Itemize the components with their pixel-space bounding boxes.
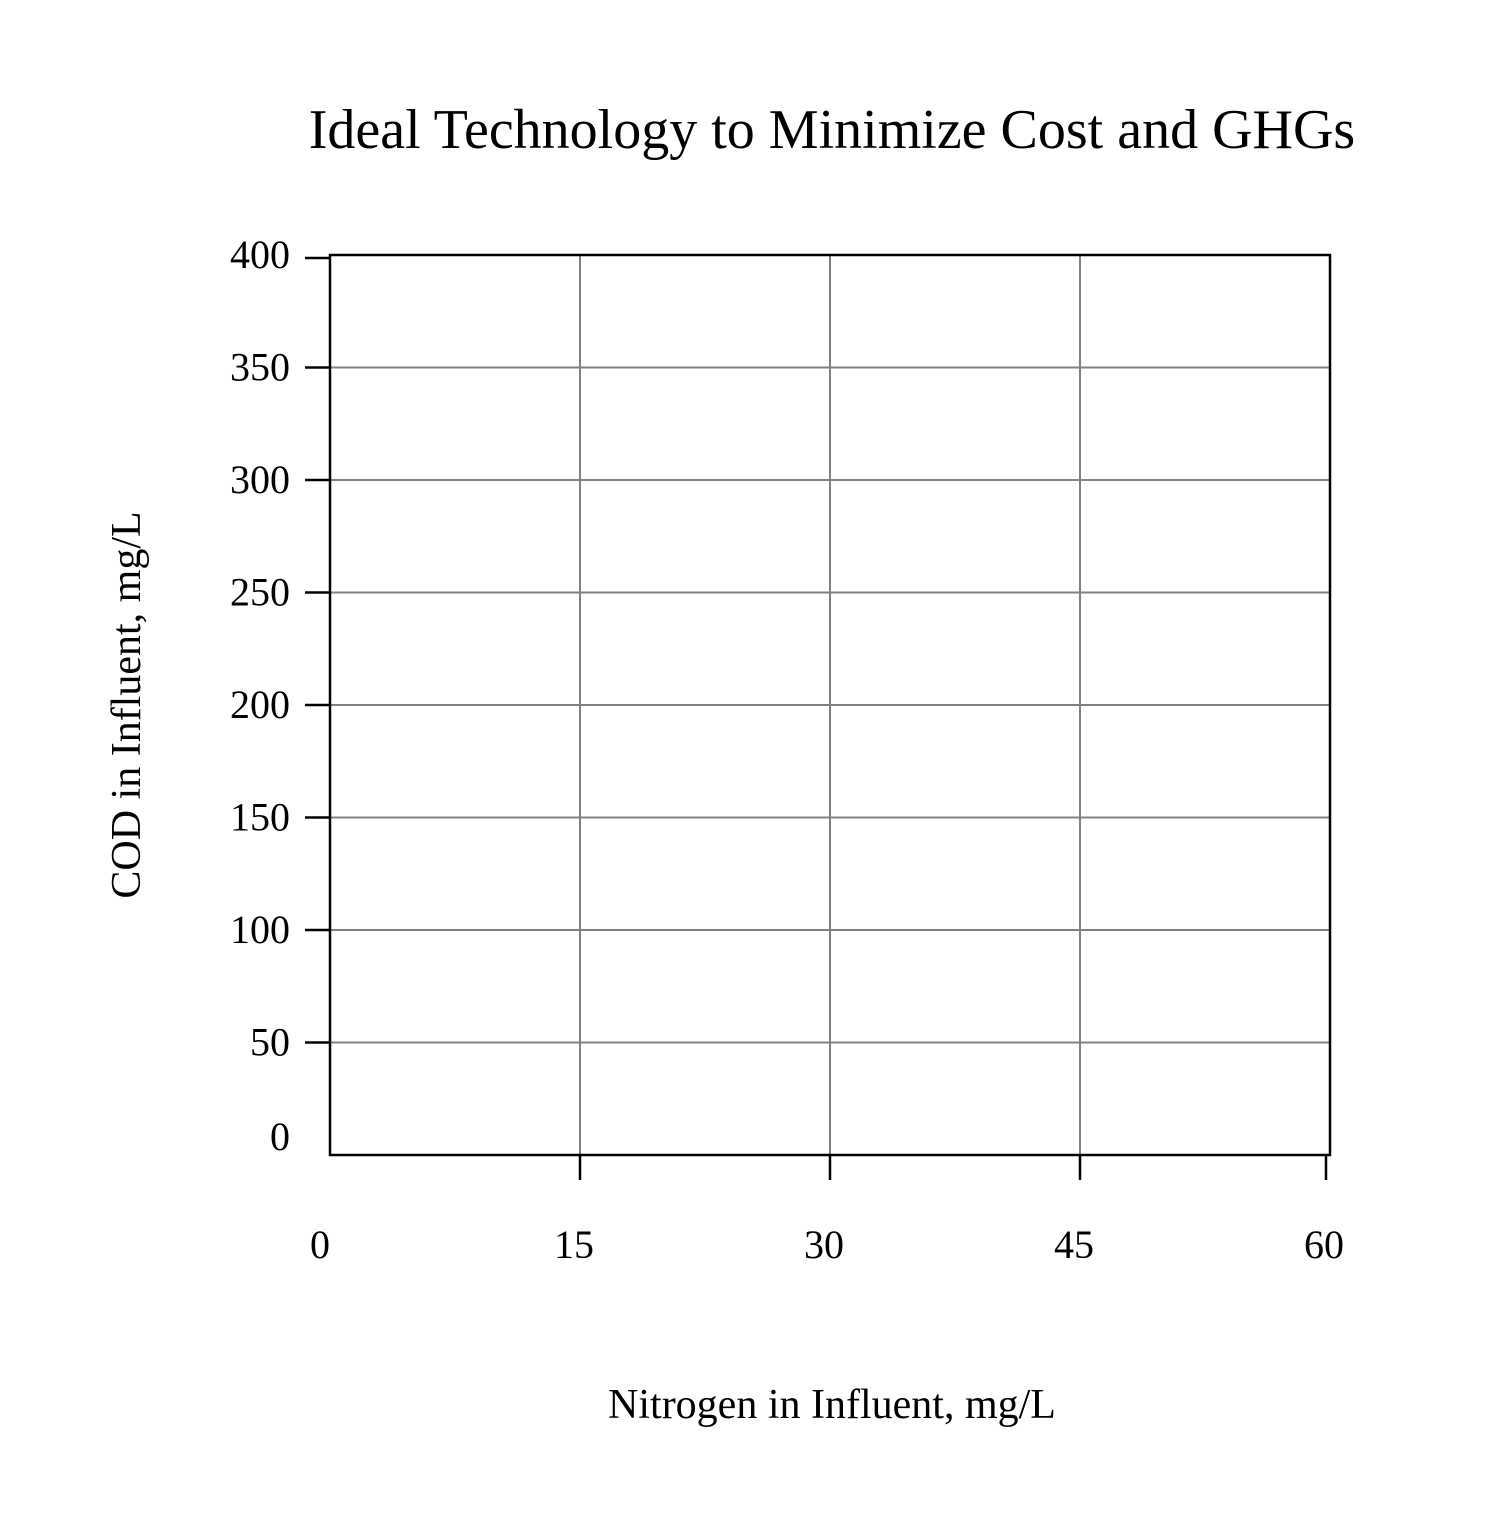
y-axis: 0 50 100 150 200 250 300 350 400 (230, 232, 330, 1159)
x-tick-label: 30 (804, 1222, 844, 1267)
y-tick-label: 50 (250, 1020, 290, 1065)
y-tick-label: 0 (270, 1114, 290, 1159)
x-tick-label: 45 (1054, 1222, 1094, 1267)
y-tick-label: 100 (230, 907, 290, 952)
x-tick-label: 15 (554, 1222, 594, 1267)
y-tick-label: 300 (230, 457, 290, 502)
y-tick-label: 200 (230, 682, 290, 727)
grid (330, 255, 1330, 1155)
y-tick-label: 150 (230, 795, 290, 840)
y-tick-label: 350 (230, 345, 290, 390)
x-tick-label: 60 (1304, 1222, 1344, 1267)
chart-title: Ideal Technology to Minimize Cost and GH… (309, 99, 1355, 161)
x-axis: 0 15 30 45 60 (310, 1155, 1344, 1267)
x-tick-label: 0 (310, 1222, 330, 1267)
y-tick-label: 400 (230, 232, 290, 277)
x-axis-label: Nitrogen in Influent, mg/L (608, 1382, 1056, 1428)
y-axis-label: COD in Influent, mg/L (104, 511, 150, 898)
y-tick-label: 250 (230, 570, 290, 615)
